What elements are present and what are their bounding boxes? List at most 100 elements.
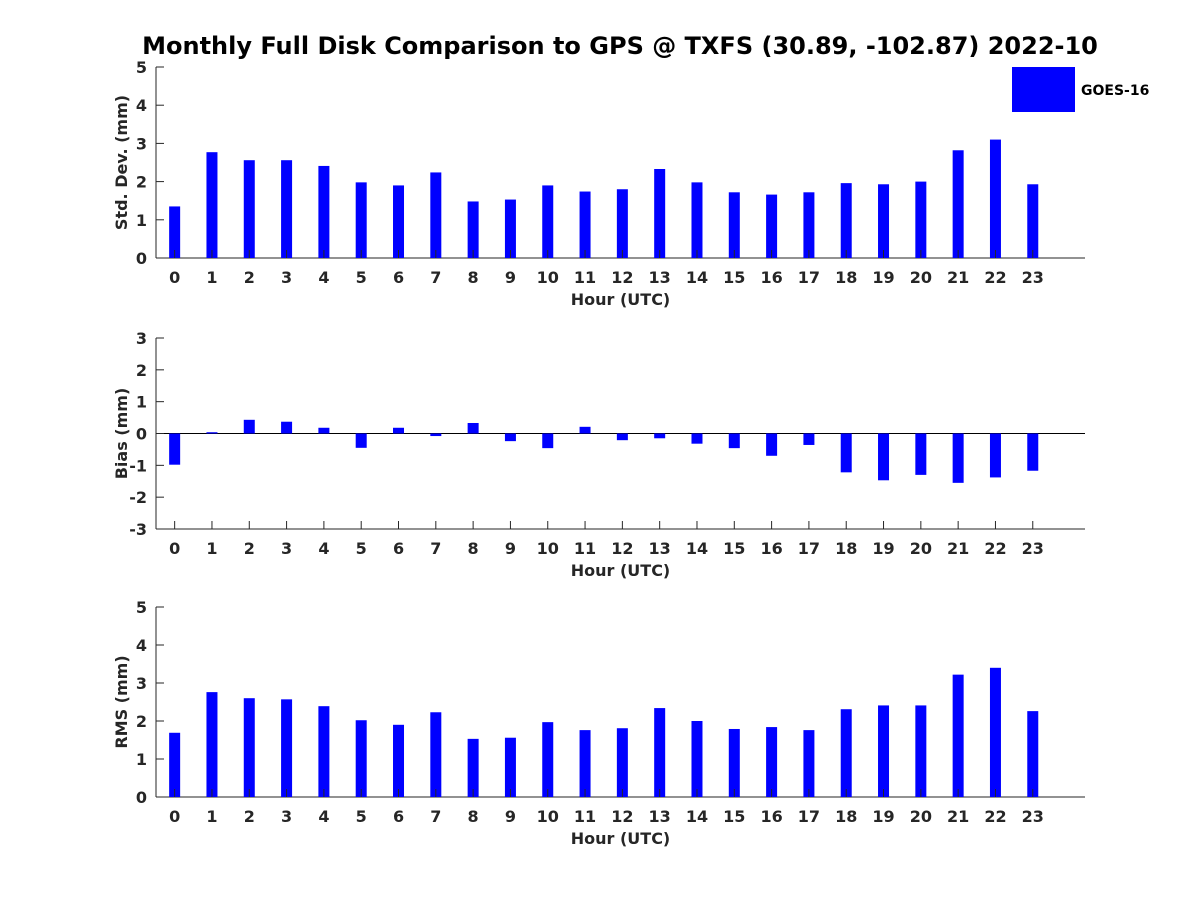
bias-x-tick-label: 20: [910, 539, 932, 558]
std-dev-x-tick-label: 6: [393, 268, 404, 287]
bias-x-tick-label: 13: [649, 539, 671, 558]
rms-bar-hour-5: [355, 720, 367, 797]
legend-label-goes-16: GOES-16: [1081, 83, 1149, 99]
legend-swatch-goes-16: [1012, 67, 1075, 112]
rms-bar-hour-1: [206, 692, 218, 797]
bias-y-tick-label: 1: [136, 393, 147, 412]
rms-bar-hour-4: [318, 706, 330, 797]
rms-bar-hour-18: [840, 709, 852, 797]
std-dev-x-tick-label: 10: [537, 268, 559, 287]
rms-x-tick-label: 11: [574, 807, 596, 826]
bias-bar-hour-5: [355, 433, 367, 448]
std-dev-bar-hour-16: [766, 194, 778, 258]
std-dev-bar-hour-1: [206, 152, 218, 258]
std-dev-x-tick-label: 4: [318, 268, 329, 287]
std-dev-y-tick-label: 0: [136, 249, 147, 268]
std-dev-x-tick-label: 1: [206, 268, 217, 287]
std-dev-bar-hour-0: [169, 206, 181, 258]
std-dev-bar-hour-20: [915, 181, 927, 258]
bias-bar-hour-2: [243, 419, 255, 434]
rms-x-tick-label: 17: [798, 807, 820, 826]
std-dev-bar-hour-18: [840, 183, 852, 258]
std-dev-bar-hour-23: [1027, 184, 1039, 258]
bias-bar-hour-22: [989, 433, 1001, 478]
bias-x-tick-label: 11: [574, 539, 596, 558]
rms-x-tick-label: 14: [686, 807, 708, 826]
bias-x-tick-label: 10: [537, 539, 559, 558]
rms-x-tick-label: 19: [872, 807, 894, 826]
bias-bar-hour-1: [206, 432, 218, 434]
bias-bar-hour-15: [728, 433, 740, 449]
rms-y-tick-label: 0: [136, 788, 147, 807]
rms-x-tick-label: 3: [281, 807, 292, 826]
rms-x-axis-label: Hour (UTC): [571, 829, 671, 848]
std-dev-x-tick-label: 15: [723, 268, 745, 287]
std-dev-bar-hour-4: [318, 165, 330, 258]
bias-bar-hour-8: [467, 422, 479, 434]
rms-x-tick-label: 12: [611, 807, 633, 826]
bias-x-tick-label: 16: [760, 539, 782, 558]
rms-bar-hour-7: [430, 712, 442, 797]
rms-bar-hour-14: [691, 721, 703, 797]
rms-y-tick-label: 4: [136, 636, 147, 655]
bias-x-axis-label: Hour (UTC): [571, 561, 671, 580]
bias-x-tick-label: 2: [244, 539, 255, 558]
bias-bar-hour-10: [542, 433, 554, 449]
rms-x-tick-label: 7: [430, 807, 441, 826]
std-dev-x-tick-label: 5: [356, 268, 367, 287]
std-dev-x-tick-label: 0: [169, 268, 180, 287]
rms-x-tick-label: 2: [244, 807, 255, 826]
bias-x-tick-label: 9: [505, 539, 516, 558]
bias-x-tick-label: 7: [430, 539, 441, 558]
rms-bar-hour-19: [878, 705, 890, 797]
bias-y-tick-label: 3: [136, 329, 147, 348]
std-dev-bar-hour-3: [281, 160, 293, 258]
rms-bar-hour-2: [243, 698, 255, 797]
std-dev-bar-hour-22: [989, 139, 1001, 258]
std-dev-x-tick-label: 12: [611, 268, 633, 287]
bias-bar-hour-7: [430, 433, 442, 437]
rms-x-tick-label: 21: [947, 807, 969, 826]
bias-x-tick-label: 0: [169, 539, 180, 558]
rms-x-tick-label: 15: [723, 807, 745, 826]
std-dev-x-tick-label: 19: [872, 268, 894, 287]
std-dev-bar-hour-17: [803, 192, 815, 258]
std-dev-bar-hour-13: [654, 168, 666, 258]
std-dev-bar-hour-7: [430, 172, 442, 258]
std-dev-x-tick-label: 22: [984, 268, 1006, 287]
bias-x-tick-label: 22: [984, 539, 1006, 558]
std-dev-y-tick-label: 3: [136, 134, 147, 153]
rms-bar-hour-0: [169, 732, 181, 797]
std-dev-y-axis-label: Std. Dev. (mm): [112, 95, 131, 230]
rms-x-tick-label: 10: [537, 807, 559, 826]
bias-x-tick-label: 5: [356, 539, 367, 558]
rms-y-tick-label: 1: [136, 750, 147, 769]
bias-y-tick-label: -3: [129, 520, 147, 539]
bias-bar-hour-14: [691, 433, 703, 444]
std-dev-bar-hour-11: [579, 191, 591, 258]
std-dev-bar-hour-5: [355, 182, 367, 258]
rms-bar-hour-13: [654, 708, 666, 797]
bias-x-tick-label: 19: [872, 539, 894, 558]
std-dev-x-tick-label: 11: [574, 268, 596, 287]
bias-bar-hour-3: [281, 421, 293, 434]
bias-y-tick-label: 2: [136, 361, 147, 380]
std-dev-x-tick-label: 18: [835, 268, 857, 287]
bias-x-tick-label: 21: [947, 539, 969, 558]
std-dev-bar-hour-12: [616, 189, 628, 258]
bias-bar-hour-0: [169, 433, 181, 465]
bias-y-tick-label: 0: [136, 425, 147, 444]
std-dev-x-tick-label: 21: [947, 268, 969, 287]
rms-bar-hour-17: [803, 730, 815, 797]
legend: GOES-16: [1012, 67, 1149, 112]
rms-y-tick-label: 3: [136, 674, 147, 693]
rms-x-tick-label: 22: [984, 807, 1006, 826]
bias-bar-hour-21: [952, 433, 964, 483]
rms-x-tick-label: 8: [468, 807, 479, 826]
chart-title: Monthly Full Disk Comparison to GPS @ TX…: [142, 32, 1098, 60]
bias-bar-hour-6: [393, 427, 405, 434]
bias-bar-hour-12: [616, 433, 628, 441]
rms-x-tick-label: 0: [169, 807, 180, 826]
bias-bar-hour-19: [878, 433, 890, 481]
std-dev-bar-hour-15: [728, 192, 740, 258]
